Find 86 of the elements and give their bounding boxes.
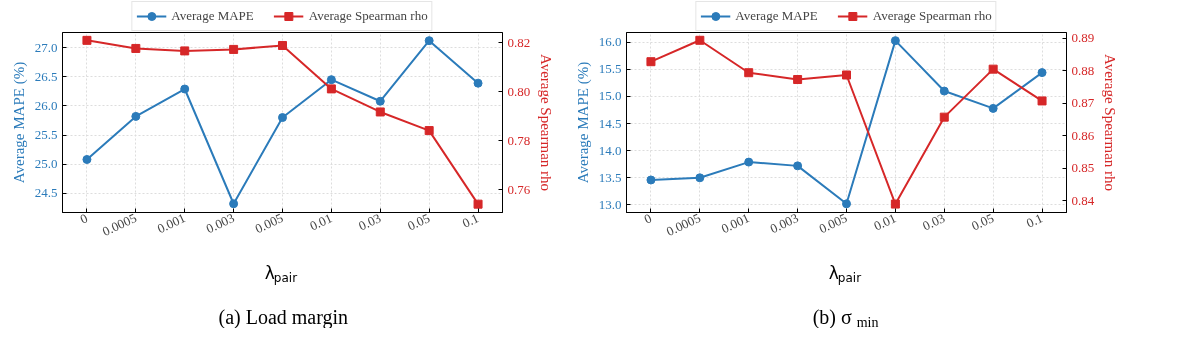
x-tick-label: 0.003 (767, 210, 801, 237)
y2-tick-label: 0.76 (507, 181, 531, 197)
x-tick-label: 0.1 (1023, 210, 1046, 231)
point (326, 84, 336, 94)
x-tick-label: 0.005 (816, 210, 850, 237)
point (744, 68, 754, 78)
point (278, 113, 287, 123)
point (744, 157, 754, 167)
y2-tick-label: 0.85 (1071, 160, 1095, 176)
y2-tick-label: 0.86 (1071, 127, 1095, 143)
point (82, 155, 92, 164)
x-tick-label: 0.005 (252, 210, 286, 237)
y-tick-label: 26.5 (34, 68, 58, 84)
point (939, 86, 949, 96)
y-tick-label: 15.0 (598, 88, 622, 104)
y-tick-label: 15.5 (598, 61, 622, 77)
x-tick-label: 0.01 (307, 210, 335, 234)
x-tick-label: 0.0005 (100, 210, 139, 239)
y2-tick-label: 0.84 (1071, 192, 1095, 208)
x-tick-label: 0.003 (203, 210, 237, 237)
x-tick-label: 0.05 (405, 210, 433, 234)
point (375, 107, 385, 117)
point (473, 78, 483, 88)
y-tick-label: 27.0 (34, 39, 58, 55)
point (131, 43, 141, 53)
point (842, 199, 851, 209)
x-tick-label: 0.01 (871, 210, 899, 234)
point (82, 35, 92, 45)
x-tick-label: 0.1 (459, 210, 482, 231)
point (646, 175, 656, 185)
y-tick-label: 13.5 (598, 169, 622, 185)
point (695, 173, 705, 183)
point (424, 36, 434, 46)
y2-tick-label: 0.88 (1071, 62, 1095, 78)
point (793, 75, 803, 85)
y2-tick-label: 0.82 (507, 34, 531, 50)
legend-label: Average MAPE (735, 8, 818, 24)
point (1037, 68, 1047, 78)
text: (a) Load margin (218, 305, 349, 329)
point (890, 199, 900, 209)
point (842, 70, 851, 80)
point (793, 161, 803, 171)
point (424, 126, 434, 136)
x-tick-label: 0.001 (718, 210, 752, 237)
point (375, 96, 385, 106)
point (229, 44, 239, 54)
y2-tick-label: 0.78 (507, 132, 531, 148)
legend-label: Average Spearman rho (872, 8, 992, 24)
x-tick-label: 0.0005 (664, 210, 703, 239)
y-axis-title: Average MAPE (%) (574, 61, 592, 184)
point (180, 84, 190, 94)
y-tick-label: 14.5 (598, 115, 622, 131)
point (131, 111, 141, 121)
y2-axis-title: Average Spearman rho (538, 53, 555, 192)
legend-label: Average Spearman rho (308, 8, 428, 24)
y-tick-label: 25.0 (34, 156, 58, 172)
point (988, 103, 998, 113)
point (229, 199, 239, 209)
x-tick-label: 0 (77, 210, 90, 227)
y-tick-label: 13.0 (598, 196, 622, 212)
point (180, 46, 190, 56)
point (939, 112, 949, 122)
y2-tick-label: 0.80 (507, 83, 531, 99)
y2-tick-label: 0.87 (1071, 95, 1095, 111)
x-tick-label: 0.001 (154, 210, 188, 237)
legend-label: Average MAPE (171, 8, 254, 24)
y2-tick-label: 0.89 (1071, 30, 1095, 46)
x-tick-label: 0 (641, 210, 654, 227)
y2-axis-title: Average Spearman rho (1102, 53, 1119, 192)
point (473, 199, 483, 209)
point (695, 35, 705, 45)
y-axis-title: Average MAPE (%) (10, 61, 28, 184)
x-tick-label: 0.03 (356, 210, 384, 234)
x-tick-label: 0.05 (969, 210, 997, 234)
y-tick-label: 24.5 (34, 185, 58, 201)
y-tick-label: 14.0 (598, 142, 622, 158)
point (890, 36, 900, 46)
y-tick-label: 16.0 (598, 34, 622, 50)
x-tick-label: 0.03 (920, 210, 948, 234)
point (1037, 96, 1047, 106)
y-tick-label: 26.0 (34, 97, 58, 113)
point (326, 75, 336, 85)
y-tick-label: 25.5 (34, 127, 58, 143)
point (646, 57, 656, 67)
point (278, 41, 287, 50)
point (988, 64, 998, 74)
